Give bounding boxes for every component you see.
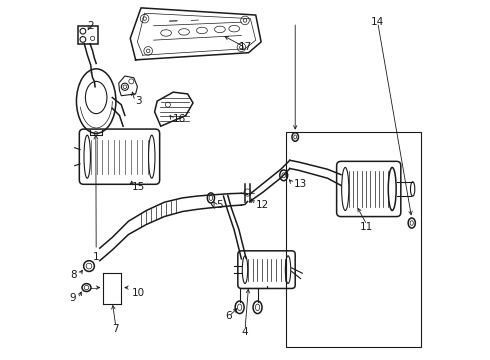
Text: 8: 8 bbox=[70, 270, 76, 280]
Text: 11: 11 bbox=[360, 222, 373, 231]
Text: 9: 9 bbox=[69, 293, 76, 303]
Bar bbox=[286, 132, 421, 347]
Text: 3: 3 bbox=[136, 96, 142, 106]
Text: 10: 10 bbox=[132, 288, 145, 298]
Text: 5: 5 bbox=[216, 200, 223, 210]
Text: 1: 1 bbox=[93, 252, 99, 262]
Text: 6: 6 bbox=[225, 311, 232, 321]
Text: 16: 16 bbox=[173, 114, 187, 124]
Text: 15: 15 bbox=[132, 182, 146, 192]
Text: 4: 4 bbox=[242, 327, 248, 337]
Text: 13: 13 bbox=[294, 179, 307, 189]
Text: 2: 2 bbox=[87, 21, 94, 31]
Text: 14: 14 bbox=[371, 17, 384, 27]
Text: 7: 7 bbox=[113, 324, 119, 334]
Text: 12: 12 bbox=[256, 200, 269, 210]
Text: 17: 17 bbox=[238, 42, 252, 52]
